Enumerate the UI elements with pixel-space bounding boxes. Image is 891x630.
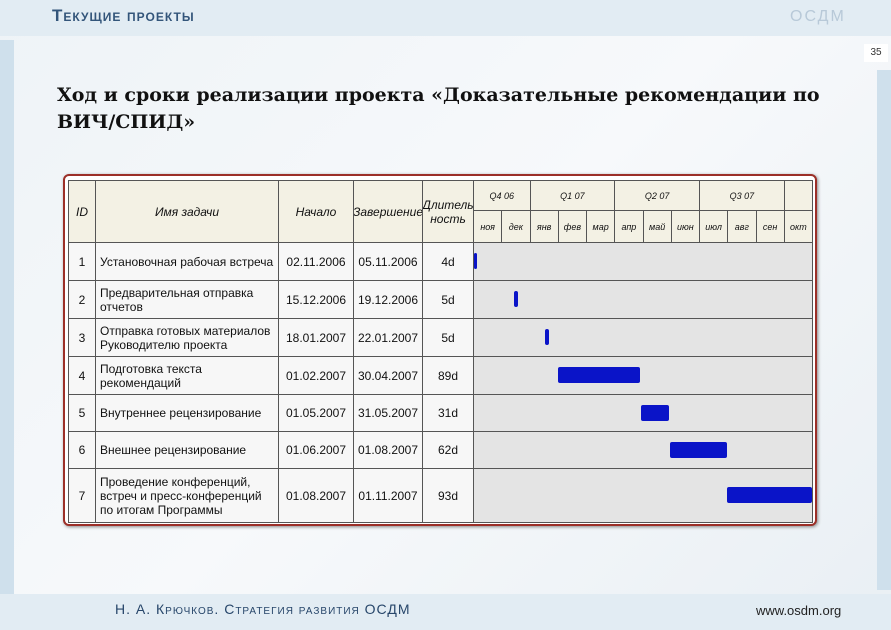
duration: 4d: [422, 242, 474, 281]
finish: 30.04.2007: [353, 356, 423, 395]
task-name: Предварительная отправка отчетов: [95, 280, 279, 319]
gantt-bar: [473, 253, 477, 269]
slide-number: 35: [864, 44, 888, 62]
task-name: Внутреннее рецензирование: [95, 394, 279, 432]
task-name: Отправка готовых материалов Руководителю…: [95, 318, 279, 357]
duration: 5d: [422, 318, 474, 357]
column-header: Длитель ность: [422, 180, 474, 243]
month-header: окт: [783, 210, 813, 243]
finish: 19.12.2006: [353, 280, 423, 319]
quarter-header: Q3 07: [699, 180, 785, 211]
month-header: сен: [755, 210, 785, 243]
column-header: ID: [68, 180, 96, 243]
gantt-bar: [558, 367, 641, 383]
column-header: Завершение: [353, 180, 423, 243]
slide-title: Ход и сроки реализации проекта «Доказате…: [57, 84, 820, 133]
month-header: ноя: [473, 210, 503, 243]
footer-url: www.osdm.org: [756, 603, 842, 618]
start: 18.01.2007: [278, 318, 354, 357]
column-header: Начало: [278, 180, 354, 243]
month-header: авг: [727, 210, 757, 243]
quarter-header: Q2 07: [614, 180, 700, 211]
finish: 01.11.2007: [353, 468, 423, 523]
id: 1: [68, 242, 96, 281]
id: 4: [68, 356, 96, 395]
month-header: июн: [670, 210, 700, 243]
month-header: янв: [529, 210, 559, 243]
gantt-bar: [545, 329, 550, 345]
header-title: Текущие проекты: [52, 6, 195, 25]
start: 01.06.2007: [278, 431, 354, 469]
duration: 5d: [422, 280, 474, 319]
month-header: фев: [557, 210, 587, 243]
start: 15.12.2006: [278, 280, 354, 319]
task-name: Проведение конференций, встреч и пресс-к…: [95, 468, 279, 523]
duration: 89d: [422, 356, 474, 395]
finish: 31.05.2007: [353, 394, 423, 432]
start: 01.05.2007: [278, 394, 354, 432]
quarter-header: [783, 180, 813, 211]
id: 5: [68, 394, 96, 432]
month-header: мар: [586, 210, 616, 243]
footer-author: Н. А. Крючков. Стратегия развития ОСДМ: [115, 601, 411, 617]
month-header: май: [642, 210, 672, 243]
duration: 62d: [422, 431, 474, 469]
logo: ОСДМ: [790, 8, 846, 25]
column-header: Имя задачи: [95, 180, 279, 243]
finish: 22.01.2007: [353, 318, 423, 357]
gantt-bar: [726, 487, 812, 503]
month-header: дек: [501, 210, 531, 243]
id: 2: [68, 280, 96, 319]
task-name: Внешнее рецензирование: [95, 431, 279, 469]
start: 02.11.2006: [278, 242, 354, 281]
task-name: Установочная рабочая встреча: [95, 242, 279, 281]
gantt-bar: [641, 404, 669, 421]
start: 01.02.2007: [278, 356, 354, 395]
gantt-row: [473, 280, 813, 319]
gantt-row: [473, 431, 813, 469]
quarter-header: Q4 06: [473, 180, 531, 211]
id: 6: [68, 431, 96, 469]
left-deco: [0, 40, 14, 600]
duration: 93d: [422, 468, 474, 523]
right-deco: [877, 70, 891, 590]
month-header: июл: [699, 210, 729, 243]
gantt-bar: [669, 441, 727, 458]
task-name: Подготовка текста рекомендаций: [95, 356, 279, 395]
gantt-row: [473, 356, 813, 395]
header-band: [0, 0, 891, 36]
quarter-header: Q1 07: [529, 180, 616, 211]
month-header: апр: [614, 210, 644, 243]
start: 01.08.2007: [278, 468, 354, 523]
gantt-row: [473, 318, 813, 357]
id: 7: [68, 468, 96, 523]
gantt-row: [473, 242, 813, 281]
id: 3: [68, 318, 96, 357]
finish: 01.08.2007: [353, 431, 423, 469]
finish: 05.11.2006: [353, 242, 423, 281]
footer-band: [0, 594, 891, 630]
gantt-bar: [513, 291, 518, 307]
duration: 31d: [422, 394, 474, 432]
